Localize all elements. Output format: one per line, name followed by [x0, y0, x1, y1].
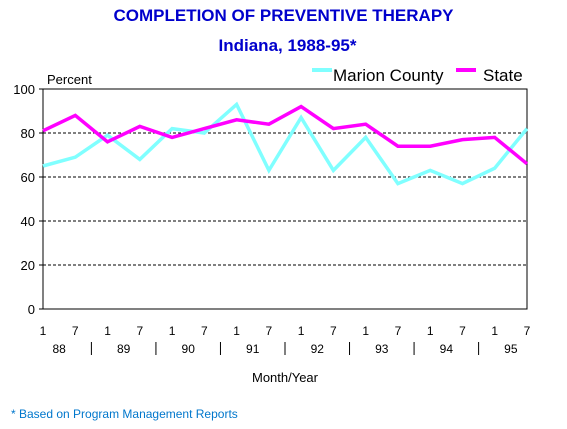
series-lines	[42, 101, 529, 186]
x-month-label: 7	[524, 324, 531, 338]
x-year-label: 93	[375, 342, 389, 356]
x-month-label: 7	[459, 324, 466, 338]
plot-frame	[42, 88, 528, 310]
x-month-label: 7	[136, 324, 143, 338]
x-month-label: 7	[266, 324, 273, 338]
x-axis: 1 7 1 7 1 7 1 7 1 7 1 7 1 7 1 7 88 89 90 91 92 93 94 95	[40, 324, 531, 356]
gridlines	[43, 132, 527, 266]
legend-label: Marion County	[333, 66, 444, 85]
x-year-label: 92	[311, 342, 325, 356]
x-month-label: 1	[104, 324, 111, 338]
x-year-label: 91	[246, 342, 260, 356]
chart-title: COMPLETION OF PREVENTIVE THERAPY	[113, 6, 454, 25]
series-line	[42, 104, 529, 166]
legend-label: State	[483, 66, 523, 85]
y-tick-label: 80	[21, 126, 35, 141]
x-month-label: 7	[72, 324, 79, 338]
y-tick-label: 0	[28, 302, 35, 317]
y-tick-label: 20	[21, 258, 35, 273]
x-month-label: 7	[395, 324, 402, 338]
x-month-label: 1	[40, 324, 47, 338]
x-month-label: 7	[330, 324, 337, 338]
y-axis-label: Percent	[47, 72, 92, 87]
x-year-label: 88	[52, 342, 66, 356]
series-line	[42, 101, 529, 186]
x-month-label: 1	[169, 324, 176, 338]
x-month-label: 1	[362, 324, 369, 338]
y-tick-label: 100	[13, 82, 35, 97]
x-month-label: 1	[298, 324, 305, 338]
footnote: * Based on Program Management Reports	[11, 407, 238, 421]
x-axis-label: Month/Year	[252, 370, 319, 385]
y-tick-label: 60	[21, 170, 35, 185]
x-year-label: 89	[117, 342, 131, 356]
x-month-label: 1	[233, 324, 240, 338]
x-year-label: 90	[182, 342, 196, 356]
x-month-label: 1	[427, 324, 434, 338]
x-month-label: 7	[201, 324, 208, 338]
x-month-label: 1	[491, 324, 498, 338]
legend: Marion County State	[312, 66, 523, 85]
y-tick-label: 40	[21, 214, 35, 229]
chart-subtitle: Indiana, 1988-95*	[218, 36, 357, 55]
y-axis: 0 20 40 60 80 100	[13, 82, 43, 317]
x-year-label: 94	[440, 342, 454, 356]
x-year-label: 95	[504, 342, 518, 356]
